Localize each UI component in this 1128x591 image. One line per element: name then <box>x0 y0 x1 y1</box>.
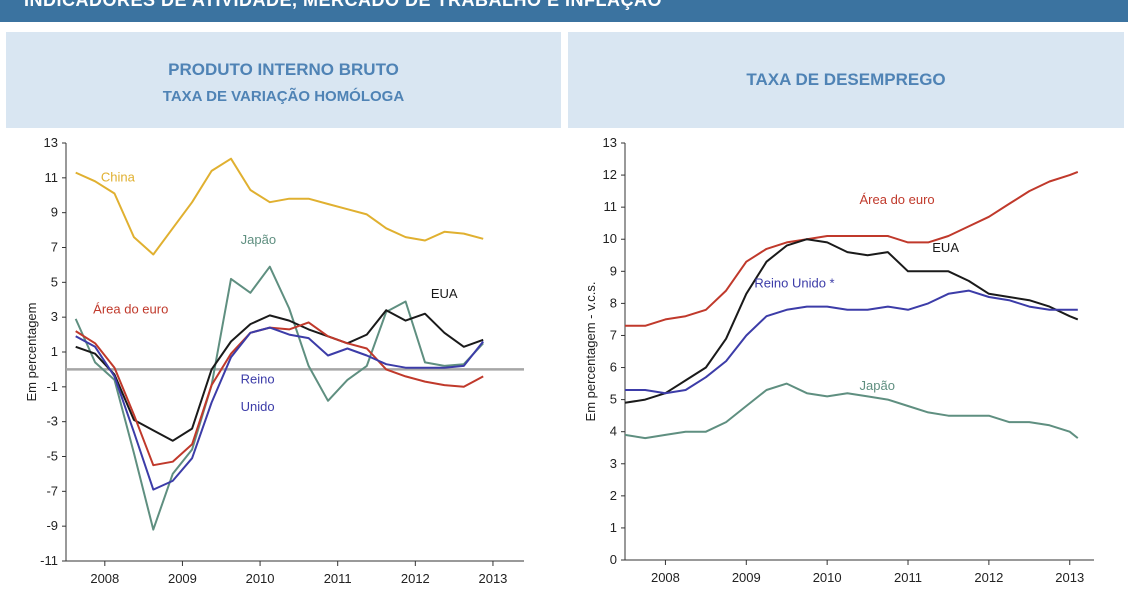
unemp-x-tick-label: 2008 <box>651 570 680 585</box>
unemp-label-reino-unido: Reino Unido * <box>754 275 834 290</box>
unemp-y-tick-label: 6 <box>610 360 617 375</box>
unemp-label-area-euro: Área do euro <box>860 192 935 207</box>
gdp-label-area-euro: Área do euro <box>93 302 168 317</box>
gdp-chart-subtitle: TAXA DE VARIAÇÃO HOMÓLOGA <box>162 88 405 105</box>
gdp-series-eua <box>75 309 484 442</box>
gdp-x-tick-label: 2009 <box>168 571 197 586</box>
unemployment-panel-header: TAXA DE DESEMPREGO <box>568 32 1124 128</box>
gdp-label-reino-unido: Reino <box>241 371 275 386</box>
unemp-series-area-euro <box>625 170 1079 327</box>
gdp-x-tick-label: 2013 <box>478 571 507 586</box>
unemp-y-tick-label: 1 <box>610 520 617 535</box>
gdp-label-reino-unido: Unido <box>241 399 275 414</box>
gdp-y-tick-label: 3 <box>51 309 58 324</box>
gdp-y-tick-label: -3 <box>46 414 58 429</box>
gdp-y-tick-label: 9 <box>51 205 58 220</box>
gdp-chart: 13 11 9 7 5 3 1 -1 -3 -5 -7 -9 -11 2008 2009 2010 2011 20… <box>24 135 524 586</box>
unemp-y-tick-label: 8 <box>610 295 617 310</box>
gdp-y-axis-title: Em percentagem <box>24 303 39 402</box>
unemp-series-eua <box>624 238 1079 404</box>
header-title: INDICADORES DE ATIVIDADE, MERCADO DE TRA… <box>24 0 663 10</box>
unemp-y-axis-title: Em percentagem - v.c.s. <box>583 282 598 422</box>
unemp-label-japao: Japão <box>860 378 895 393</box>
gdp-label-china: China <box>101 169 136 184</box>
gdp-y-tick-label: 13 <box>44 135 58 150</box>
unemp-x-tick-label: 2009 <box>732 570 761 585</box>
unemp-y-tick-label: 3 <box>610 456 617 471</box>
gdp-x-tick-label: 2011 <box>324 571 352 586</box>
gdp-y-tick-label: -5 <box>46 449 58 464</box>
gdp-series-reino-unido <box>75 326 484 491</box>
unemp-y-tick-label: 2 <box>610 488 617 503</box>
gdp-label-eua: EUA <box>431 286 458 301</box>
unemp-series-japao <box>624 382 1079 440</box>
unemp-y-tick-label: 12 <box>603 167 617 182</box>
gdp-panel-header: PRODUTO INTERNO BRUTO TAXA DE VARIAÇÃO H… <box>6 32 561 128</box>
gdp-x-tick-label: 2012 <box>401 571 430 586</box>
unemp-x-tick-label: 2010 <box>813 570 842 585</box>
gdp-series-japao <box>74 265 484 531</box>
unemp-y-tick-label: 7 <box>610 327 617 342</box>
unemp-y-tick-label: 9 <box>610 263 617 278</box>
unemp-y-tick-label: 4 <box>610 424 617 439</box>
gdp-y-tick-label: -9 <box>46 518 58 533</box>
gdp-y-tick-label: 7 <box>51 240 58 255</box>
unemp-x-tick-label: 2012 <box>974 570 1003 585</box>
gdp-chart-title: PRODUTO INTERNO BRUTO <box>168 60 399 79</box>
unemp-y-tick-label: 13 <box>603 135 617 150</box>
unemp-x-tick-label: 2013 <box>1055 570 1084 585</box>
gdp-y-tick-label: 1 <box>51 344 58 359</box>
gdp-x-tick-label: 2010 <box>246 571 275 586</box>
gdp-y-tick-label: 5 <box>51 274 58 289</box>
unemp-y-tick-label: 11 <box>604 199 618 214</box>
gdp-series-china <box>75 157 484 256</box>
gdp-y-tick-label: 11 <box>45 170 59 185</box>
header-bar: INDICADORES DE ATIVIDADE, MERCADO DE TRA… <box>0 0 1128 22</box>
unemp-series-reino-unido <box>625 289 1078 395</box>
unemp-x-tick-label: 2011 <box>894 570 922 585</box>
gdp-x-tick-label: 2008 <box>90 571 119 586</box>
unemployment-chart-title: TAXA DE DESEMPREGO <box>746 70 946 89</box>
gdp-y-tick-label: -7 <box>46 483 58 498</box>
gdp-label-japao: Japão <box>241 232 276 247</box>
unemp-y-tick-label: 5 <box>610 392 617 407</box>
unemp-y-tick-label: 0 <box>610 552 617 567</box>
gdp-y-tick-label: -11 <box>40 553 58 568</box>
unemp-label-eua: EUA <box>932 240 959 255</box>
unemp-y-tick-label: 10 <box>603 231 617 246</box>
gdp-y-tick-label: -1 <box>46 379 58 394</box>
gdp-series-area-euro <box>75 321 484 467</box>
